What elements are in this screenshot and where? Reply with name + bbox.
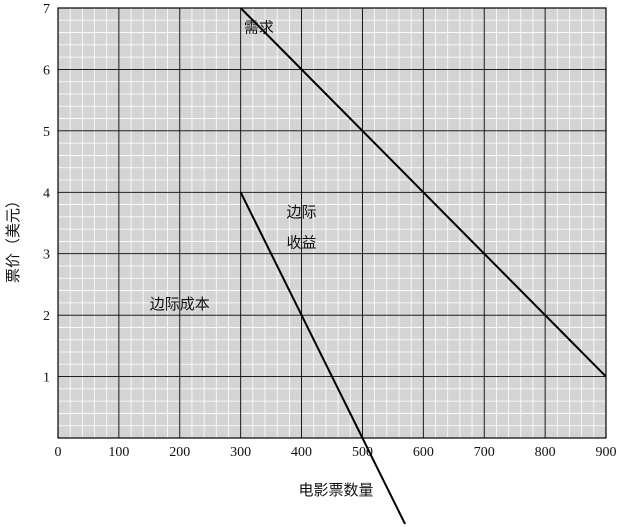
chart-annotation: 需求: [244, 19, 274, 37]
y-axis-title: 票价（美元）: [4, 193, 22, 283]
plot-background: [58, 8, 606, 438]
x-tick-label: 700: [474, 445, 495, 460]
x-axis-title: 电影票数量: [298, 481, 373, 499]
y-tick-label: 1: [43, 371, 50, 386]
y-tick-label: 4: [43, 186, 50, 201]
y-tick-label: 6: [43, 63, 50, 78]
series-line-marginal-revenue: [239, 191, 406, 525]
x-tick-label: 200: [169, 445, 190, 460]
x-tick-label: 400: [291, 445, 312, 460]
x-tick-label: 600: [413, 445, 434, 460]
y-tick-labels: 1 2 3 4 5 6 7: [43, 2, 50, 386]
x-tick-labels: 0 100 200 300 400 500 600 700 800 900: [55, 445, 617, 460]
series-layer: [239, 7, 607, 525]
x-tick-label: 500: [352, 445, 373, 460]
x-tick-label: 100: [108, 445, 129, 460]
y-tick-label: 3: [43, 248, 50, 263]
series-line-demand: [239, 7, 607, 378]
plot-frame: [57, 7, 607, 439]
x-tick-label: 800: [535, 445, 556, 460]
x-tick-label: 300: [230, 445, 251, 460]
chart-annotation: 边际: [287, 203, 317, 221]
y-tick-label: 2: [43, 309, 50, 324]
chart-annotation: 收益: [287, 234, 317, 252]
x-tick-label: 0: [55, 445, 62, 460]
y-tick-label: 5: [43, 125, 50, 140]
chart-annotation: 边际成本: [150, 295, 210, 313]
y-tick-label: 7: [43, 2, 50, 17]
x-tick-label: 900: [596, 445, 617, 460]
